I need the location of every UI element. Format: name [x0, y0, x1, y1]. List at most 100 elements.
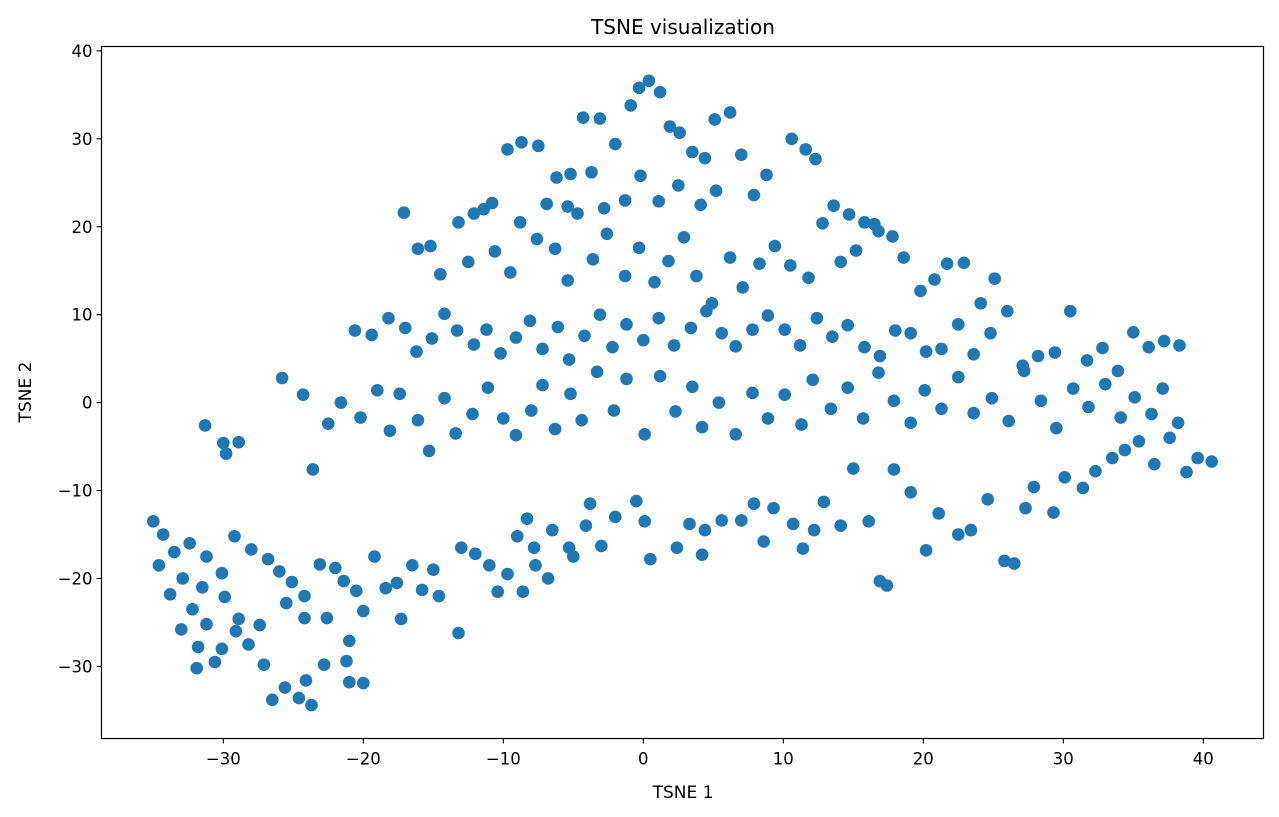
data-point: [669, 405, 682, 418]
data-point: [298, 611, 311, 625]
data-point: [368, 550, 381, 563]
data-point: [746, 323, 759, 336]
data-point: [810, 311, 824, 325]
data-point: [365, 328, 379, 342]
data-point: [834, 519, 847, 533]
data-point: [343, 675, 356, 689]
data-point: [322, 417, 335, 431]
data-point: [1118, 443, 1132, 457]
data-point: [1157, 334, 1171, 348]
data-point: [914, 284, 927, 298]
data-point: [952, 318, 965, 331]
data-point: [873, 349, 887, 363]
data-point: [186, 602, 199, 616]
data-point: [438, 391, 451, 405]
data-point: [245, 543, 258, 556]
data-point: [219, 447, 233, 460]
data-point: [313, 558, 327, 571]
data-point: [317, 658, 331, 671]
data-point: [715, 326, 728, 340]
data-point: [1019, 501, 1032, 515]
data-point: [1002, 414, 1015, 428]
data-point: [218, 590, 231, 604]
data-point: [806, 373, 819, 387]
data-point: [215, 642, 229, 656]
data-point: [957, 256, 971, 270]
data-point: [1016, 359, 1029, 372]
data-point: [523, 314, 537, 328]
data-point: [494, 347, 507, 360]
data-point: [215, 566, 229, 580]
data-point: [729, 340, 742, 353]
data-point: [242, 638, 255, 651]
data-point: [816, 216, 829, 230]
data-point: [546, 523, 559, 537]
data-point: [501, 567, 514, 581]
data-point: [285, 575, 299, 589]
data-point: [686, 380, 699, 394]
data-point: [807, 523, 821, 537]
data-point: [168, 545, 181, 559]
data-point: [662, 254, 675, 268]
data-point: [163, 588, 177, 601]
data-point: [652, 311, 665, 325]
y-axis-ticks: −30 −20 −10 0 10 20 30 40: [58, 42, 102, 676]
data-point: [988, 272, 1001, 285]
data-point: [1180, 465, 1193, 479]
data-point: [887, 463, 901, 476]
data-point: [183, 537, 196, 550]
data-point: [967, 406, 980, 420]
data-point: [880, 579, 894, 592]
data-point: [723, 251, 737, 264]
data-point: [191, 640, 205, 654]
data-point: [1082, 400, 1095, 414]
y-tick-label: 20: [72, 218, 93, 237]
data-point: [501, 143, 514, 156]
data-point: [624, 99, 637, 112]
data-point: [872, 224, 885, 238]
data-point: [817, 495, 831, 509]
data-point: [1058, 471, 1071, 484]
data-point: [1076, 481, 1090, 495]
data-point: [904, 326, 917, 340]
data-point: [620, 318, 633, 331]
data-point: [928, 273, 941, 286]
data-point: [176, 572, 189, 585]
data-point: [642, 74, 656, 88]
data-point: [497, 412, 510, 425]
data-point: [952, 528, 965, 541]
data-point: [1080, 354, 1094, 367]
data-point: [306, 463, 320, 476]
data-point: [298, 589, 311, 603]
data-point: [695, 420, 709, 434]
data-point: [673, 126, 686, 139]
data-point: [644, 552, 657, 566]
x-tick-label: 30: [1053, 750, 1074, 769]
data-point: [1114, 411, 1127, 424]
data-point: [1106, 451, 1119, 465]
data-point: [964, 523, 978, 537]
data-point: [753, 257, 766, 270]
data-point: [648, 275, 661, 289]
data-point: [425, 332, 439, 345]
data-point: [340, 654, 353, 668]
data-point: [305, 698, 318, 712]
data-point: [632, 81, 646, 95]
data-point: [793, 339, 807, 352]
data-point: [618, 194, 632, 207]
data-point: [858, 216, 871, 229]
data-point: [684, 321, 698, 335]
data-point: [736, 281, 749, 294]
data-point: [715, 514, 728, 527]
data-point: [466, 407, 479, 421]
data-point: [1064, 304, 1077, 318]
x-tick-label: 10: [773, 750, 794, 769]
data-point: [393, 387, 407, 401]
data-point: [607, 404, 621, 417]
data-point: [799, 143, 812, 156]
data-point: [462, 255, 475, 269]
data-point: [932, 507, 945, 520]
data-point: [663, 120, 677, 133]
data-point: [709, 184, 723, 197]
data-point: [562, 353, 576, 366]
